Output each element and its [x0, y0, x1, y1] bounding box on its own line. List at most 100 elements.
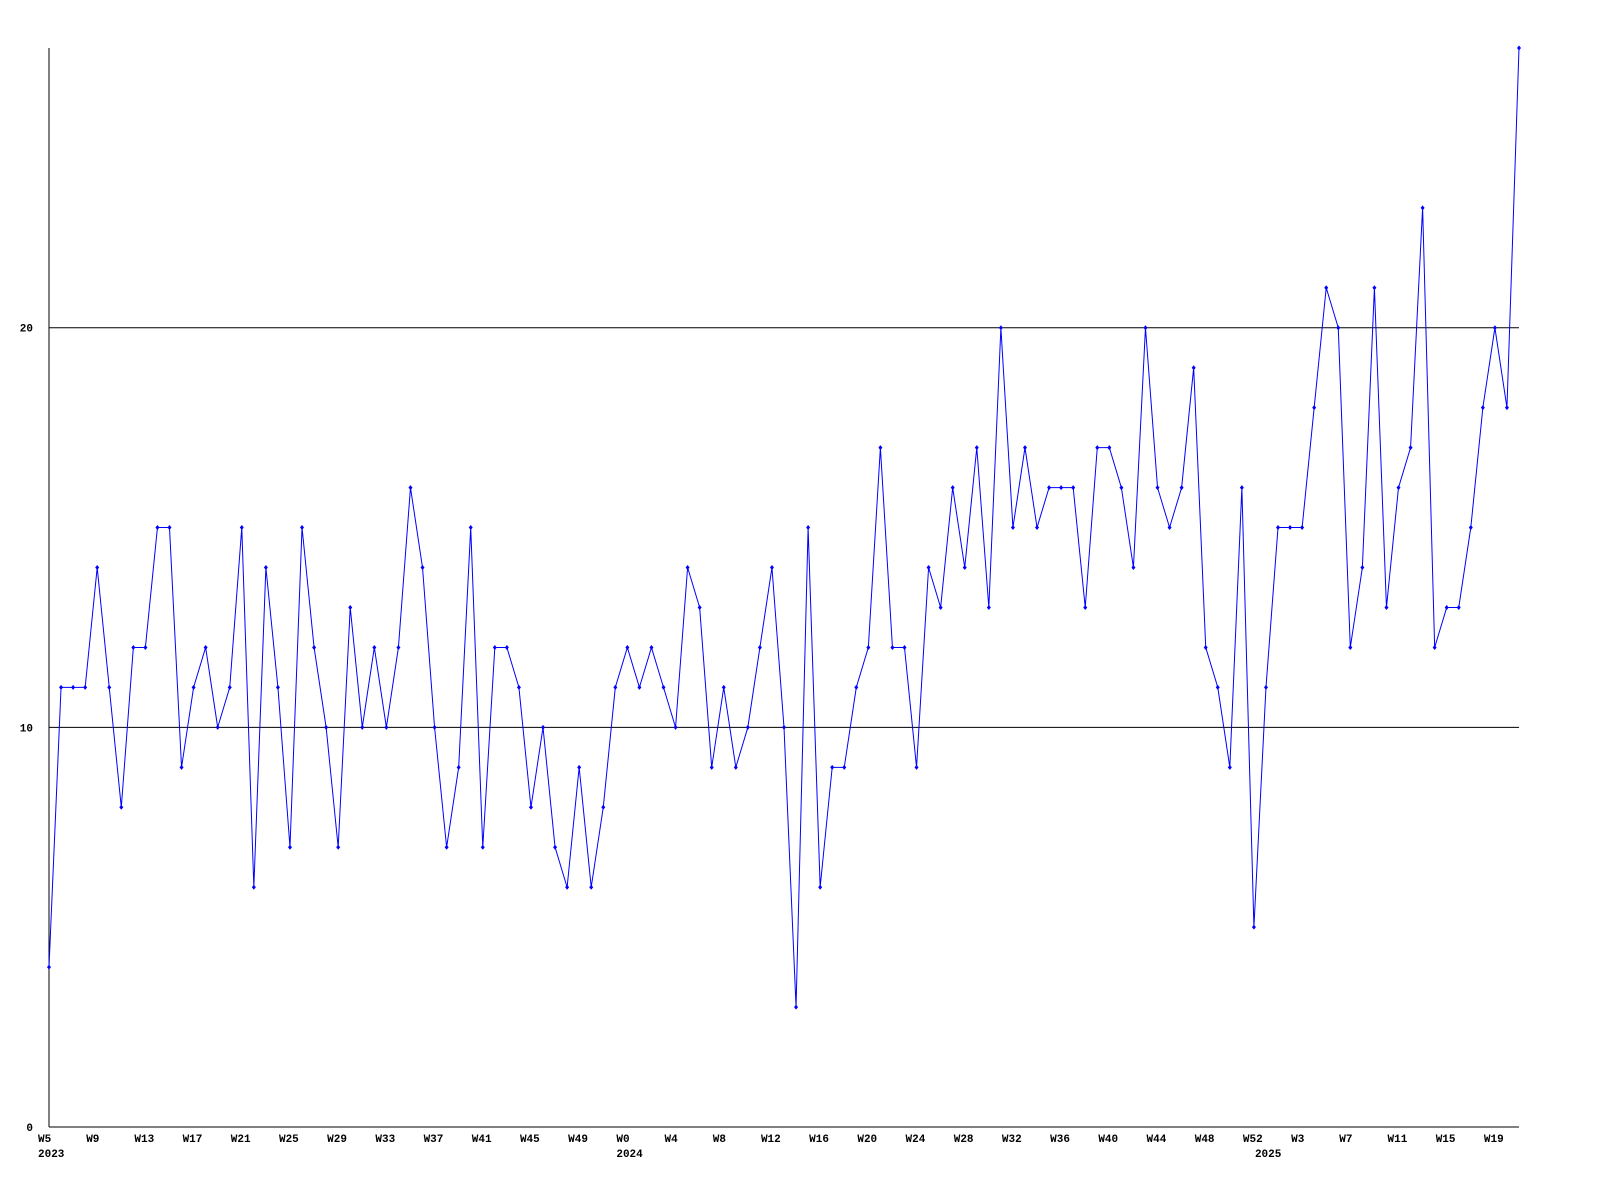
data-point: [1480, 405, 1485, 411]
data-point: [1276, 525, 1281, 531]
x-tick-label: W11: [1388, 1134, 1408, 1146]
data-point: [1167, 525, 1172, 531]
data-point: [119, 804, 124, 810]
data-point: [1504, 405, 1509, 411]
data-point: [565, 884, 570, 890]
data-point: [1131, 565, 1136, 571]
data-point: [1239, 485, 1244, 491]
data-point: [336, 844, 341, 850]
data-point: [854, 684, 859, 690]
data-point: [287, 844, 292, 850]
x-tick-label: W17: [183, 1134, 203, 1146]
data-point: [167, 525, 172, 531]
data-point: [59, 684, 64, 690]
data-point: [1300, 525, 1305, 531]
data-point: [914, 764, 919, 770]
data-point: [962, 565, 967, 571]
data-point: [1143, 325, 1148, 331]
data-point: [1372, 285, 1377, 291]
data-line: [48, 47, 1520, 1008]
data-point: [1336, 325, 1341, 331]
data-point: [1360, 565, 1365, 571]
data-point: [818, 884, 823, 890]
data-point: [191, 684, 196, 690]
data-point: [528, 804, 533, 810]
data-point: [637, 684, 642, 690]
data-point: [384, 724, 389, 730]
data-point: [601, 804, 606, 810]
data-point: [1107, 445, 1112, 451]
data-point: [324, 724, 329, 730]
data-point: [1396, 485, 1401, 491]
x-tick-label: W5: [38, 1134, 52, 1146]
x-tick-label: W15: [1436, 1134, 1456, 1146]
data-point: [420, 565, 425, 571]
x-tick-label: W44: [1147, 1134, 1167, 1146]
data-point: [938, 604, 943, 610]
y-tick-label: 10: [20, 723, 33, 735]
x-tick-label: W40: [1098, 1134, 1118, 1146]
x-tick-label: W32: [1002, 1134, 1022, 1146]
data-point: [1312, 405, 1317, 411]
x-tick-label: W33: [375, 1134, 395, 1146]
data-point: [1468, 525, 1473, 531]
x-tick-label: W3: [1291, 1134, 1305, 1146]
data-point: [155, 525, 160, 531]
x-tick-label: W0: [616, 1134, 629, 1146]
data-point: [842, 764, 847, 770]
data-point: [589, 884, 594, 890]
data-point: [866, 644, 871, 650]
data-point: [1071, 485, 1076, 491]
x-tick-label: W49: [568, 1134, 588, 1146]
data-point: [697, 604, 702, 610]
data-point: [456, 764, 461, 770]
data-point: [974, 445, 979, 451]
data-point: [179, 764, 184, 770]
data-point: [1408, 445, 1413, 451]
data-point: [625, 644, 630, 650]
data-point: [1251, 924, 1256, 930]
data-point: [553, 844, 558, 850]
data-point: [432, 724, 437, 730]
data-point: [516, 684, 521, 690]
x-tick-label: W41: [472, 1134, 492, 1146]
year-label: 2023: [38, 1149, 65, 1161]
x-tick-label: W36: [1050, 1134, 1070, 1146]
x-tick-label: W9: [86, 1134, 99, 1146]
data-point: [1288, 525, 1293, 531]
data-point: [47, 964, 51, 970]
data-point: [71, 684, 76, 690]
data-point: [721, 684, 726, 690]
data-point: [1035, 525, 1040, 531]
data-point: [1022, 445, 1027, 451]
data-point: [1517, 45, 1521, 51]
data-point: [685, 565, 690, 571]
data-point: [203, 644, 208, 650]
data-point: [757, 644, 762, 650]
data-point: [95, 565, 100, 571]
data-point: [1191, 365, 1196, 371]
data-point: [1010, 525, 1015, 531]
data-point: [782, 724, 786, 730]
data-point: [504, 644, 509, 650]
data-point: [673, 724, 678, 730]
data-point: [1215, 684, 1220, 690]
data-point: [468, 525, 473, 531]
x-tick-label: W13: [134, 1134, 154, 1146]
data-point: [1059, 485, 1064, 491]
year-label: 2025: [1255, 1149, 1282, 1161]
data-point: [794, 1004, 799, 1010]
data-point: [1420, 205, 1425, 211]
data-point: [1179, 485, 1184, 491]
x-tick-label: W45: [520, 1134, 540, 1146]
data-point: [251, 884, 256, 890]
data-point: [275, 684, 280, 690]
data-point: [263, 565, 268, 571]
data-point: [83, 684, 88, 690]
data-point: [1444, 604, 1449, 610]
data-point: [492, 644, 497, 650]
data-point: [1119, 485, 1124, 491]
data-point: [878, 445, 883, 451]
data-point: [1083, 604, 1088, 610]
